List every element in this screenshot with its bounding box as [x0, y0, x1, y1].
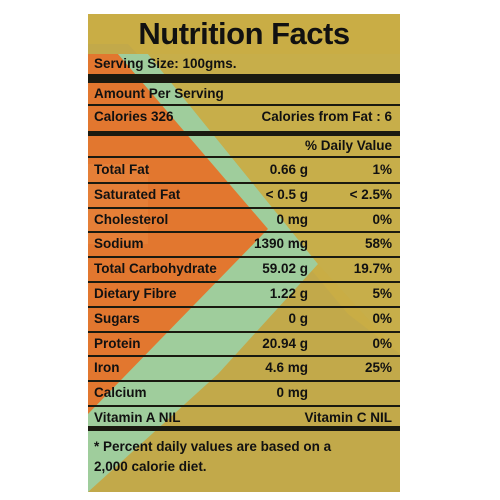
rule — [88, 380, 400, 383]
nutrient-amount: 4.6 mg — [265, 360, 308, 376]
nutrient-daily-value: 1% — [372, 162, 392, 177]
nutrient-daily-value: 0% — [372, 310, 392, 326]
rule — [88, 256, 400, 259]
nutrition-label: Nutrition Facts Serving Size: 100gms. Am… — [88, 14, 400, 492]
nutrient-amount: 0 mg — [276, 385, 308, 401]
thick-rule — [88, 131, 400, 136]
nutrient-amount: 0 g — [288, 310, 308, 326]
calories-from-fat: Calories from Fat : 6 — [261, 109, 392, 124]
nutrient-daily-value: 0% — [372, 211, 392, 227]
nutrient-amount: 59.02 g — [262, 261, 308, 277]
rule — [88, 156, 400, 158]
rule — [88, 405, 400, 407]
nutrient-amount: 0.66 g — [269, 162, 308, 177]
amount-per-serving: Amount Per Serving — [94, 86, 224, 101]
vitamin-c: Vitamin C NIL — [304, 410, 392, 425]
rule — [88, 355, 400, 358]
nutrient-name: Sugars — [94, 310, 140, 326]
rule — [88, 206, 400, 209]
serving-size: Serving Size: 100gms. — [94, 56, 237, 71]
nutrient-amount: 1.22 g — [269, 286, 308, 301]
nutrient-name: Saturated Fat — [94, 186, 181, 202]
nutrient-name: Cholesterol — [94, 211, 169, 227]
nutrient-name: Total Fat — [94, 162, 150, 177]
calories: Calories 326 — [94, 109, 174, 124]
rule — [88, 104, 400, 106]
nutrient-name: Total Carbohydrate — [94, 261, 217, 277]
nutrient-amount: < 0.5 g — [265, 186, 308, 202]
nutrient-daily-value: 19.7% — [353, 261, 392, 277]
nutrient-name: Iron — [94, 360, 120, 376]
nutrient-daily-value: < 2.5% — [349, 186, 392, 202]
title: Nutrition Facts — [138, 16, 350, 51]
nutrient-daily-value: 0% — [372, 335, 392, 351]
nutrient-amount: 1390 mg — [253, 236, 308, 252]
nutrient-name: Calcium — [94, 385, 147, 401]
rule — [88, 330, 400, 333]
rule — [88, 231, 400, 234]
rule — [88, 305, 400, 308]
nutrient-amount: 0 mg — [276, 211, 308, 227]
nutrient-daily-value: 5% — [372, 286, 392, 301]
nutrient-name: Dietary Fibre — [94, 286, 177, 301]
vitamin-a: Vitamin A NIL — [94, 410, 181, 425]
nutrient-daily-value: 58% — [364, 236, 392, 252]
thick-rule — [88, 74, 400, 83]
rule — [88, 281, 400, 283]
nutrient-amount: 20.94 g — [262, 335, 308, 351]
footnote-line: * Percent daily values are based on a — [94, 439, 332, 454]
daily-value-header: % Daily Value — [304, 138, 392, 153]
footnote-line: 2,000 calorie diet. — [94, 459, 207, 474]
nutrient-name: Sodium — [94, 236, 144, 252]
nutrient-name: Protein — [94, 335, 141, 351]
nutrient-daily-value: 25% — [364, 360, 392, 376]
rule — [88, 181, 400, 184]
thick-rule — [88, 426, 400, 431]
